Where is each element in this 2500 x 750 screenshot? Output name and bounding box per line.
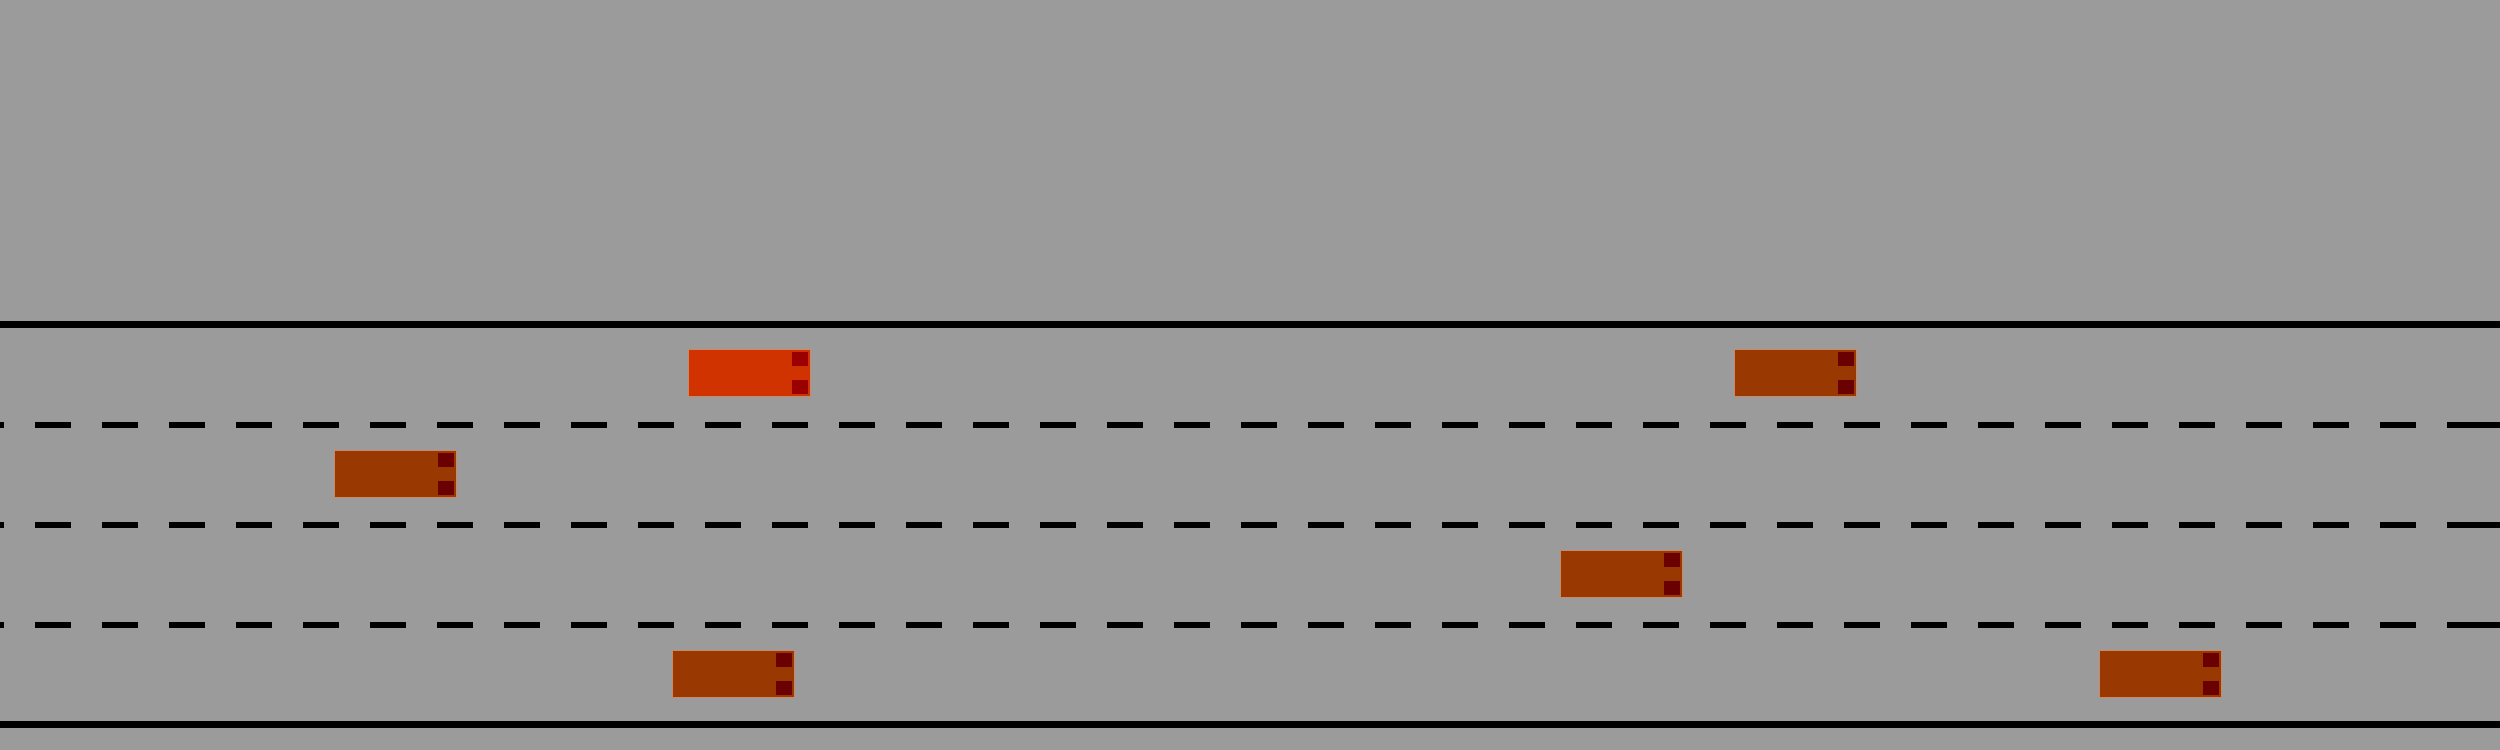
lane-divider-2 bbox=[0, 522, 2500, 528]
tail-light-icon bbox=[2203, 681, 2219, 695]
tail-light-icon bbox=[792, 380, 808, 394]
traffic-vehicle bbox=[2099, 650, 2222, 698]
lane-divider-3 bbox=[0, 622, 2500, 628]
road-bottom-edge bbox=[0, 721, 2500, 728]
traffic-vehicle bbox=[672, 650, 795, 698]
road-top-edge bbox=[0, 321, 2500, 328]
tail-light-icon bbox=[438, 453, 454, 467]
traffic-vehicle bbox=[334, 450, 457, 498]
tail-light-icon bbox=[792, 352, 808, 366]
lane-divider-1 bbox=[0, 422, 2500, 428]
tail-light-icon bbox=[1664, 553, 1680, 567]
ego-vehicle bbox=[688, 349, 811, 397]
traffic-vehicle bbox=[1560, 550, 1683, 598]
tail-light-icon bbox=[1664, 581, 1680, 595]
tail-light-icon bbox=[1838, 380, 1854, 394]
tail-light-icon bbox=[776, 681, 792, 695]
traffic-vehicle bbox=[1734, 349, 1857, 397]
tail-light-icon bbox=[2203, 653, 2219, 667]
tail-light-icon bbox=[438, 481, 454, 495]
tail-light-icon bbox=[1838, 352, 1854, 366]
tail-light-icon bbox=[776, 653, 792, 667]
